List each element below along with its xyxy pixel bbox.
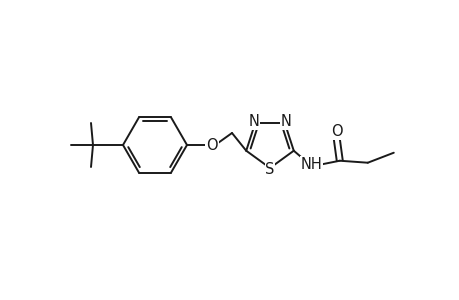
Text: NH: NH	[300, 157, 322, 172]
Text: S: S	[265, 161, 274, 176]
Text: O: O	[206, 137, 218, 152]
Text: N: N	[280, 114, 291, 129]
Text: N: N	[248, 114, 259, 129]
Text: O: O	[330, 124, 342, 139]
